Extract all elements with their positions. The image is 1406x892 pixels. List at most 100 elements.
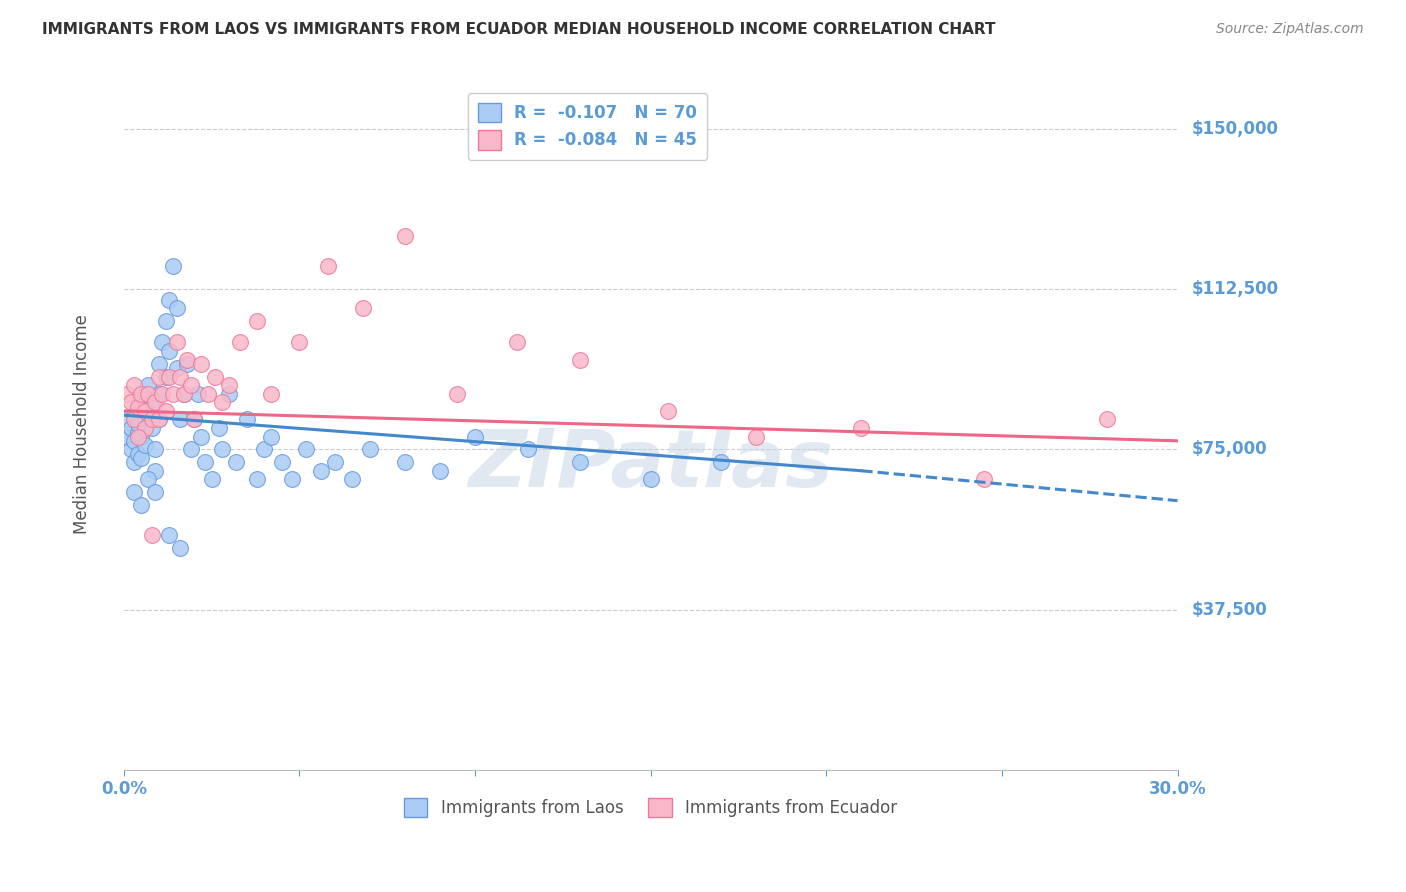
Legend: Immigrants from Laos, Immigrants from Ecuador: Immigrants from Laos, Immigrants from Ec… [398,791,904,824]
Point [745,429,768,443]
Point [124,434,146,448]
Point [124,455,146,469]
Text: Source: ZipAtlas.com: Source: ZipAtlas.com [1216,22,1364,37]
Point [152,335,174,350]
Point [148,386,170,401]
Text: $150,000: $150,000 [1191,120,1278,137]
Point [145,464,167,478]
Point [194,455,217,469]
Point [134,438,156,452]
Point [124,408,146,422]
Point [288,335,311,350]
Text: $75,000: $75,000 [1191,441,1267,458]
Text: Median Household Income: Median Household Income [73,314,90,533]
Point [270,455,292,469]
Point [131,498,153,512]
Point [429,464,451,478]
Point [1097,412,1119,426]
Point [260,386,283,401]
Point [201,472,224,486]
Point [211,395,233,409]
Point [973,472,995,486]
Point [176,357,198,371]
Point [446,386,468,401]
Point [134,421,156,435]
Point [190,429,212,443]
Point [159,344,181,359]
Point [127,425,149,440]
Point [187,386,209,401]
Point [323,455,346,469]
Text: IMMIGRANTS FROM LAOS VS IMMIGRANTS FROM ECUADOR MEDIAN HOUSEHOLD INCOME CORRELAT: IMMIGRANTS FROM LAOS VS IMMIGRANTS FROM … [42,22,995,37]
Point [253,442,276,457]
Point [569,352,592,367]
Point [851,421,873,435]
Point [155,369,177,384]
Point [218,386,240,401]
Point [309,464,332,478]
Point [166,301,188,316]
Point [281,472,304,486]
Point [260,429,283,443]
Point [117,386,139,401]
Point [148,412,170,426]
Point [127,447,149,461]
Point [183,412,205,426]
Point [710,455,733,469]
Point [464,429,486,443]
Point [394,455,416,469]
Point [173,386,195,401]
Point [120,395,142,409]
Point [197,386,219,401]
Point [159,528,181,542]
Point [127,429,149,443]
Point [152,386,174,401]
Point [295,442,318,457]
Point [117,412,139,426]
Point [180,378,202,392]
Point [246,472,269,486]
Point [159,369,181,384]
Point [141,395,163,409]
Point [190,357,212,371]
Point [124,485,146,500]
Point [138,472,160,486]
Point [173,386,195,401]
Point [506,335,529,350]
Point [162,259,184,273]
Point [166,335,188,350]
Point [134,412,156,426]
Point [359,442,381,457]
Point [117,429,139,443]
Point [131,450,153,465]
Point [657,404,679,418]
Point [169,541,191,555]
Point [180,442,202,457]
Point [516,442,538,457]
Point [183,412,205,426]
Point [120,421,142,435]
Point [148,357,170,371]
Point [131,400,153,414]
Point [127,417,149,431]
Point [155,404,177,418]
Point [127,400,149,414]
Point [162,386,184,401]
Point [229,335,252,350]
Point [124,378,146,392]
Point [569,455,592,469]
Point [246,314,269,328]
Point [145,442,167,457]
Point [340,472,363,486]
Point [138,404,160,418]
Point [176,352,198,367]
Text: $112,500: $112,500 [1191,280,1278,298]
Text: ZIPatlas: ZIPatlas [468,426,834,504]
Point [208,421,231,435]
Point [148,412,170,426]
Point [236,412,259,426]
Point [131,429,153,443]
Point [145,395,167,409]
Point [211,442,233,457]
Point [218,378,240,392]
